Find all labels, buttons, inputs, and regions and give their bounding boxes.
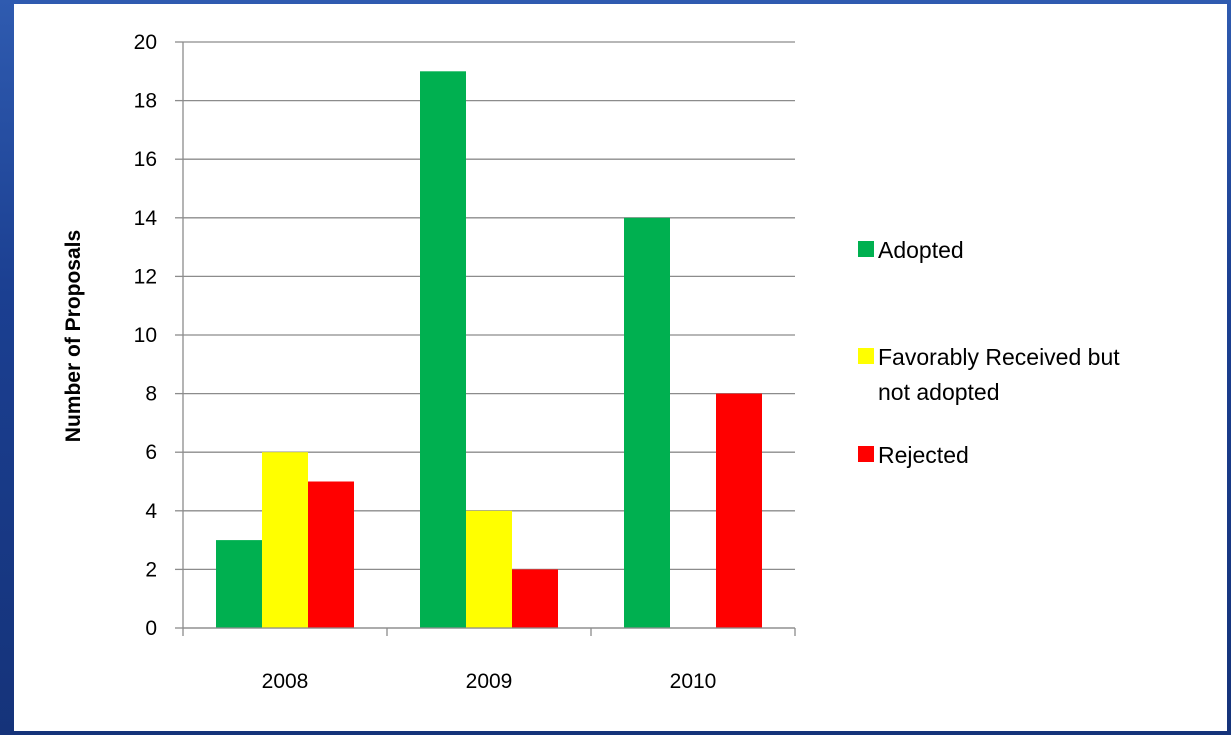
legend-label: Rejected [878, 442, 969, 468]
y-tick-labels: 0 2 4 6 8 10 12 14 16 18 20 [134, 31, 158, 640]
bar-2008-series-3 [308, 481, 354, 628]
y-tick-label: 0 [145, 617, 157, 640]
x-tick-label: 2009 [466, 670, 513, 693]
y-tick-label: 16 [134, 148, 157, 171]
legend-swatch [858, 348, 874, 364]
y-tick-label: 18 [134, 90, 157, 113]
y-tick-label: 14 [134, 207, 158, 230]
y-tick-label: 8 [145, 383, 157, 406]
y-tick-label: 6 [145, 441, 157, 464]
bar-2009-series-2 [466, 510, 512, 628]
y-tick-label: 4 [145, 500, 157, 523]
legend: Adopted Favorably Received but not adopted… [858, 237, 1120, 468]
y-tick-label: 20 [134, 31, 157, 54]
legend-label: not adopted [878, 379, 1000, 405]
y-tick-label: 2 [145, 558, 157, 581]
bar-2010-series-3 [716, 393, 762, 628]
bar-2009-series-1 [420, 71, 466, 629]
axes [182, 42, 796, 636]
x-tick-label: 2010 [670, 670, 717, 693]
legend-swatch [858, 446, 874, 462]
y-tick-label: 10 [134, 324, 157, 347]
bar-2008-series-1 [216, 540, 262, 628]
legend-label: Favorably Received but [878, 344, 1120, 370]
bar-2010-series-1 [624, 217, 670, 629]
y-tick-label: 12 [134, 265, 157, 288]
bars [216, 71, 762, 629]
y-axis-title: Number of Proposals [62, 230, 85, 442]
x-tick-labels: 2008 2009 2010 [262, 670, 717, 693]
bar-2009-series-3 [512, 569, 558, 628]
bar-2008-series-2 [262, 452, 308, 628]
x-tick-label: 2008 [262, 670, 309, 693]
legend-label: Adopted [878, 237, 964, 263]
legend-swatch [858, 241, 874, 257]
